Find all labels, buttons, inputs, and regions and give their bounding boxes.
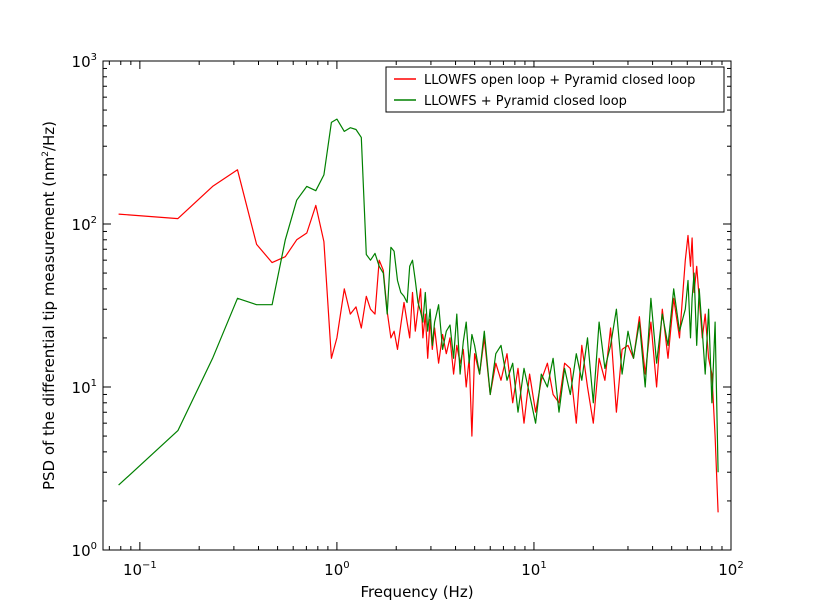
x-tick-label-exp: 1	[540, 560, 546, 571]
x-tick-label-exp: 2	[737, 560, 743, 571]
legend-label-open-loop: LLOWFS open loop + Pyramid closed loop	[424, 73, 695, 88]
legend: LLOWFS open loop + Pyramid closed loop L…	[385, 66, 725, 113]
y-tick-label-exp: 1	[91, 378, 97, 389]
y-axis-label-tail: /Hz)	[40, 121, 58, 151]
y-tick-label: 102	[72, 215, 97, 234]
y-tick-label-exp: 2	[91, 215, 97, 226]
ticks-layer	[103, 60, 732, 551]
y-tick-label-base: 10	[72, 216, 91, 234]
plot-frame	[102, 60, 732, 551]
series-layer	[118, 118, 719, 513]
legend-box	[385, 66, 725, 113]
y-tick-label-base: 10	[72, 53, 91, 71]
y-axis-label-sup: 2	[41, 151, 51, 157]
x-axis-label: Frequency (Hz)	[360, 583, 473, 601]
x-tick-label-base: 10	[521, 561, 540, 579]
x-tick-label-exp: −1	[142, 560, 157, 571]
legend-label-closed-loop: LLOWFS + Pyramid closed loop	[424, 94, 627, 109]
y-tick-label-exp: 0	[91, 541, 97, 552]
x-tick-label-base: 10	[718, 561, 737, 579]
y-tick-label: 103	[72, 52, 97, 71]
series-line-0	[118, 169, 719, 513]
x-tick-label: 101	[521, 560, 546, 579]
y-axis-label-main: PSD of the differential tip measurement …	[40, 157, 58, 490]
x-tick-label: 10−1	[123, 560, 157, 579]
y-axis-label: PSD of the differential tip measurement …	[40, 121, 58, 490]
x-tick-label-base: 10	[324, 561, 343, 579]
x-tick-label: 100	[324, 560, 349, 579]
x-tick-label-base: 10	[123, 561, 142, 579]
y-tick-label: 100	[72, 541, 97, 560]
series-line-1	[118, 118, 719, 486]
x-tick-label: 102	[718, 560, 743, 579]
x-tick-label-exp: 0	[343, 560, 349, 571]
y-tick-label: 101	[72, 378, 97, 397]
y-tick-label-base: 10	[72, 379, 91, 397]
y-tick-label-exp: 3	[91, 52, 97, 63]
y-tick-label-base: 10	[72, 542, 91, 560]
